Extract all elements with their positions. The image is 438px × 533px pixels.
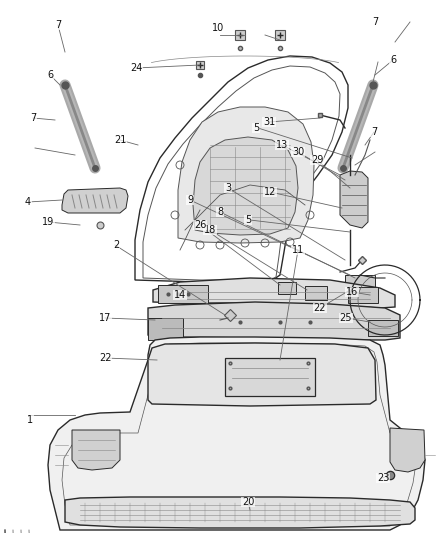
Polygon shape — [178, 107, 314, 243]
Bar — [278, 282, 296, 294]
Text: 8: 8 — [217, 207, 223, 217]
Text: 12: 12 — [264, 187, 276, 197]
Text: 4: 4 — [25, 197, 31, 207]
Text: 7: 7 — [55, 20, 61, 30]
Text: 11: 11 — [292, 245, 304, 255]
Polygon shape — [148, 343, 376, 406]
Text: 19: 19 — [42, 217, 54, 227]
Bar — [345, 275, 375, 295]
Bar — [305, 286, 327, 300]
Text: 9: 9 — [187, 195, 193, 205]
Bar — [158, 285, 208, 303]
Polygon shape — [65, 497, 415, 528]
Text: 6: 6 — [390, 55, 396, 65]
Text: 24: 24 — [130, 63, 142, 73]
Polygon shape — [390, 428, 425, 472]
Bar — [225, 358, 315, 396]
Polygon shape — [193, 137, 298, 235]
Text: 13: 13 — [276, 140, 288, 150]
Text: 26: 26 — [194, 220, 206, 230]
Polygon shape — [340, 171, 368, 228]
Polygon shape — [72, 430, 120, 470]
Text: 17: 17 — [99, 313, 111, 323]
Text: 1: 1 — [27, 415, 33, 425]
Text: 22: 22 — [314, 303, 326, 313]
Text: 18: 18 — [204, 225, 216, 235]
Text: 30: 30 — [292, 147, 304, 157]
Polygon shape — [62, 188, 128, 213]
Bar — [155, 356, 187, 378]
Text: 3: 3 — [225, 183, 231, 193]
Text: 22: 22 — [99, 353, 111, 363]
Bar — [148, 318, 183, 340]
Text: 29: 29 — [311, 155, 323, 165]
Text: 7: 7 — [372, 17, 378, 27]
Text: 2: 2 — [113, 240, 119, 250]
Text: 23: 23 — [377, 473, 389, 483]
Text: 10: 10 — [212, 23, 224, 33]
Text: 31: 31 — [263, 117, 275, 127]
Text: 7: 7 — [30, 113, 36, 123]
Text: 21: 21 — [114, 135, 126, 145]
Polygon shape — [48, 337, 425, 530]
Text: 5: 5 — [245, 215, 251, 225]
Text: 16: 16 — [346, 287, 358, 297]
Polygon shape — [148, 302, 400, 340]
Text: 20: 20 — [242, 497, 254, 507]
Text: 25: 25 — [340, 313, 352, 323]
Text: 5: 5 — [253, 123, 259, 133]
Bar — [368, 320, 398, 336]
Text: 6: 6 — [47, 70, 53, 80]
Bar — [348, 287, 378, 303]
Text: 14: 14 — [174, 290, 186, 300]
Polygon shape — [153, 278, 395, 308]
Text: 7: 7 — [371, 127, 377, 137]
